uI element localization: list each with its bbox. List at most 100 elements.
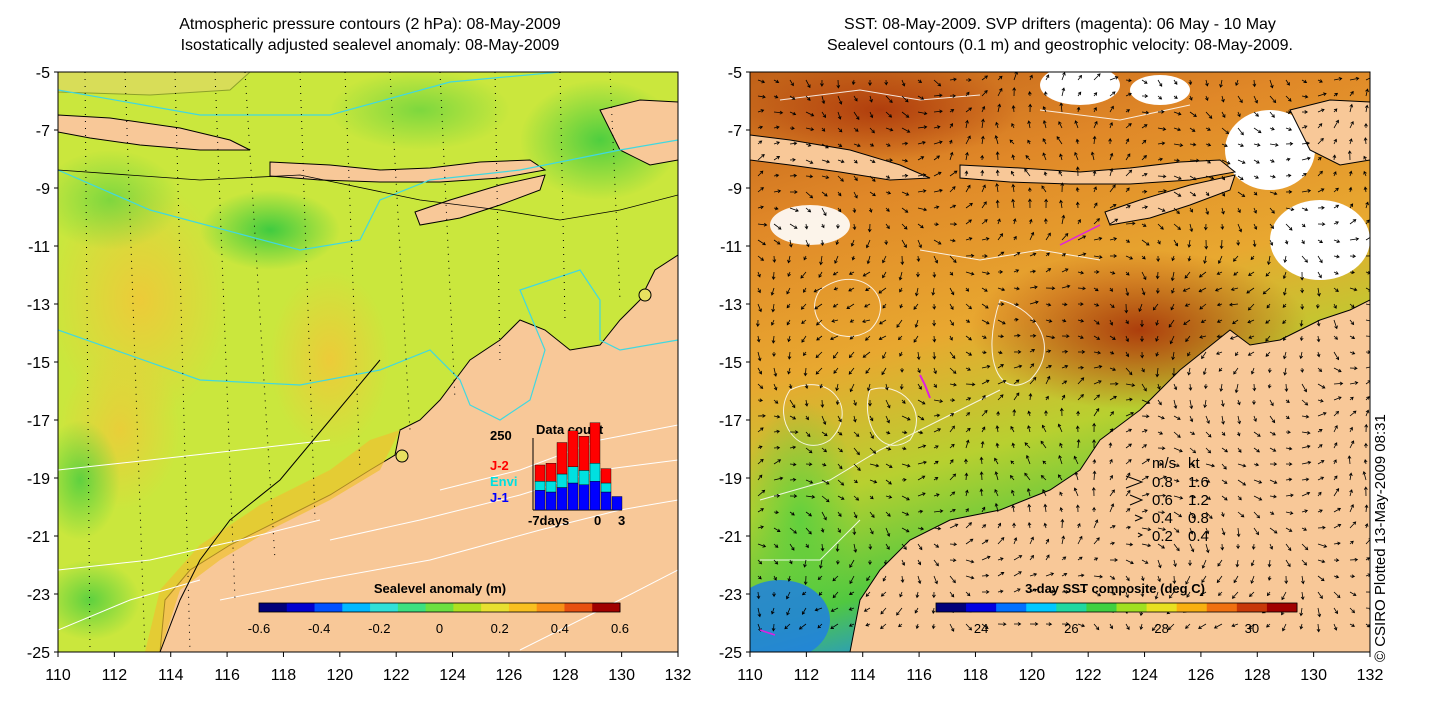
velocity-arrow <box>1189 207 1193 213</box>
velocity-arrow <box>901 141 909 146</box>
velocity-arrow <box>995 182 999 193</box>
velocity-arrow <box>1157 543 1165 549</box>
velocity-arrow <box>1167 623 1175 631</box>
velocity-arrow <box>853 143 861 148</box>
velocity-arrow <box>848 623 855 627</box>
velocity-arrow <box>965 489 969 497</box>
velocity-arrow <box>1152 303 1159 311</box>
velocity-arrow <box>1109 76 1119 81</box>
velocity-arrow <box>1074 120 1079 129</box>
velocity-arrow <box>869 127 875 134</box>
right-x-tick-label: 118 <box>963 667 989 684</box>
velocity-arrow <box>1236 543 1240 550</box>
velocity-arrow <box>1237 511 1245 518</box>
velocity-arrow <box>1281 591 1287 601</box>
velocity-arrow <box>869 111 874 119</box>
velocity-arrow <box>1184 271 1191 279</box>
velocity-arrow <box>821 111 827 119</box>
velocity-arrow <box>1205 479 1211 483</box>
left-colorbar-tick-label: 0.6 <box>611 621 629 636</box>
velocity-arrow <box>1333 442 1338 449</box>
velocity-arrow <box>1252 399 1256 405</box>
velocity-arrow <box>1092 170 1097 177</box>
velocity-arrow <box>1317 429 1323 433</box>
velocity-arrow <box>1316 319 1321 327</box>
velocity-arrow <box>789 223 798 229</box>
velocity-arrow <box>1188 559 1192 567</box>
left-colorbar-swatch <box>481 603 510 612</box>
velocity-arrow <box>1140 319 1144 328</box>
velocity-arrow <box>1237 175 1244 181</box>
velocity-arrow <box>1140 336 1144 343</box>
velocity-arrow <box>1282 351 1287 360</box>
velocity-arrow <box>821 159 831 164</box>
right-colorbar-tick-label: 24 <box>974 621 988 636</box>
velocity-arrow <box>1041 424 1047 433</box>
velocity-arrow <box>1029 319 1037 323</box>
velocity-arrow <box>853 479 858 484</box>
velocity-arrow <box>1141 527 1152 532</box>
velocity-arrow <box>933 460 939 465</box>
velocity-arrow <box>1269 95 1277 104</box>
left-map-title: Atmospheric pressure contours (2 hPa): 0… <box>50 14 690 56</box>
velocity-arrow <box>1168 319 1175 328</box>
velocity-arrow <box>965 202 973 209</box>
velocity-arrow <box>1317 271 1322 279</box>
velocity-arrow <box>1189 415 1194 423</box>
velocity-arrow <box>821 495 830 503</box>
velocity-arrow <box>1235 351 1239 357</box>
velocity-arrow <box>1349 270 1355 275</box>
velocity-arrow <box>1317 205 1325 210</box>
velocity-arrow <box>1317 491 1322 497</box>
velocity-arrow <box>869 415 874 422</box>
velocity-arrow <box>1173 399 1178 409</box>
velocity-arrow <box>1173 207 1180 215</box>
left-colorbar-tick-label: -0.6 <box>248 621 270 636</box>
velocity-arrow <box>949 491 956 497</box>
velocity-arrow <box>757 525 765 530</box>
velocity-arrow <box>1093 557 1099 561</box>
velocity-arrow <box>1317 157 1322 161</box>
left-y-tick-label: -25 <box>27 645 50 662</box>
velocity-arrow <box>1317 367 1323 372</box>
velocity-arrow <box>882 303 887 309</box>
velocity-arrow <box>837 511 842 517</box>
velocity-arrow <box>1253 495 1263 501</box>
velocity-arrow <box>1285 446 1293 451</box>
velocity-arrow <box>869 447 877 454</box>
velocity-arrow <box>805 191 814 199</box>
velocity-arrow <box>1076 106 1081 113</box>
velocity-arrow <box>915 623 920 630</box>
velocity-arrow <box>1250 559 1255 567</box>
velocity-arrow <box>917 173 927 177</box>
velocity-arrow <box>1189 543 1195 553</box>
velocity-arrow <box>899 351 903 357</box>
velocity-arrow <box>1013 333 1021 338</box>
velocity-arrow <box>1349 489 1353 497</box>
velocity-arrow <box>848 271 855 275</box>
velocity-arrow <box>1251 543 1256 550</box>
velocity-arrow <box>1221 95 1225 103</box>
velocity-arrow <box>981 409 988 417</box>
velocity-arrow <box>1009 475 1015 481</box>
velocity-arrow <box>772 351 776 357</box>
velocity-arrow <box>1362 470 1367 481</box>
velocity-arrow <box>773 559 779 565</box>
velocity-arrow <box>949 398 956 402</box>
velocity-arrow <box>773 189 782 194</box>
velocity-arrow <box>965 412 971 417</box>
velocity-arrow <box>1333 138 1337 145</box>
velocity-arrow <box>965 522 972 529</box>
velocity-arrow <box>829 335 839 341</box>
velocity-arrow <box>1267 367 1272 374</box>
velocity-arrow <box>801 607 807 615</box>
velocity-arrow <box>1237 191 1246 198</box>
velocity-arrow <box>1157 399 1162 406</box>
velocity-arrow <box>805 207 812 213</box>
velocity-arrow <box>1253 159 1260 164</box>
velocity-arrow <box>933 575 938 585</box>
velocity-arrow <box>1216 319 1223 323</box>
velocity-arrow <box>1057 474 1063 481</box>
velocity-arrow <box>981 623 989 629</box>
velocity-arrow <box>1301 575 1305 585</box>
